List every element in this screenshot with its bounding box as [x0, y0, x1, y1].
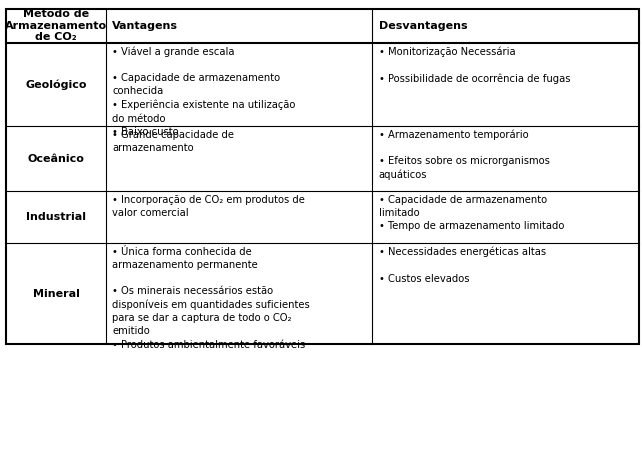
- Text: • Única forma conhecida de
armazenamento permanente

• Os minerais necessários e: • Única forma conhecida de armazenamento…: [112, 247, 310, 350]
- Text: • Armazenamento temporário

• Efeitos sobre os microrganismos
aquáticos: • Armazenamento temporário • Efeitos sob…: [379, 130, 550, 180]
- Bar: [6, 9, 639, 344]
- Text: Oceânico: Oceânico: [28, 153, 85, 164]
- Text: Método de
Armazenamento
de CO₂: Método de Armazenamento de CO₂: [5, 9, 107, 42]
- Text: • Incorporação de CO₂ em produtos de
valor comercial: • Incorporação de CO₂ em produtos de val…: [112, 195, 305, 218]
- Text: Vantagens: Vantagens: [112, 21, 178, 31]
- Text: Geológico: Geológico: [26, 79, 87, 90]
- Text: Industrial: Industrial: [26, 212, 86, 222]
- Text: Mineral: Mineral: [33, 288, 80, 299]
- Text: • Capacidade de armazenamento
limitado
• Tempo de armazenamento limitado: • Capacidade de armazenamento limitado •…: [379, 195, 564, 231]
- Text: • Monitorização Necessária

• Possibilidade de ocorrência de fugas: • Monitorização Necessária • Possibilida…: [379, 46, 570, 84]
- Text: Desvantagens: Desvantagens: [379, 21, 467, 31]
- Text: • Grande capacidade de
armazenamento: • Grande capacidade de armazenamento: [112, 130, 234, 153]
- Text: • Necessidades energéticas altas

• Custos elevados: • Necessidades energéticas altas • Custo…: [379, 247, 546, 284]
- Text: • Viável a grande escala

• Capacidade de armazenamento
conhecida
• Experiência : • Viável a grande escala • Capacidade de…: [112, 46, 296, 137]
